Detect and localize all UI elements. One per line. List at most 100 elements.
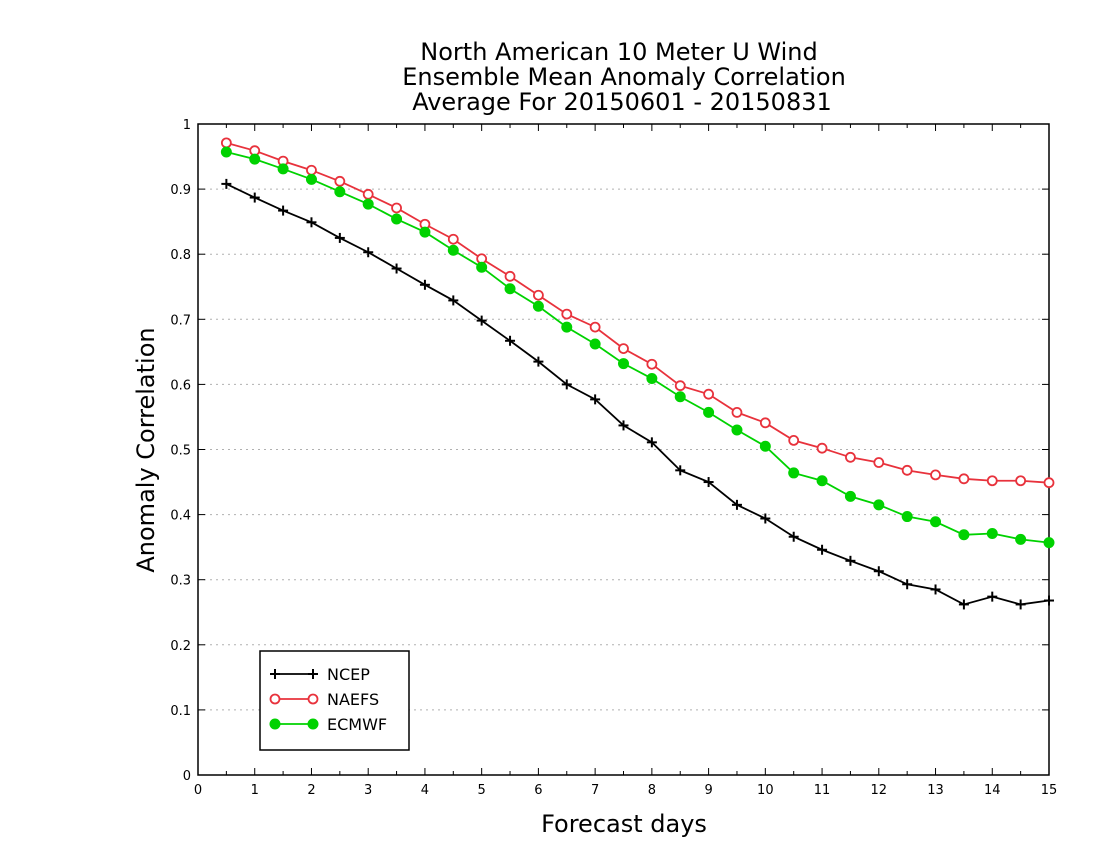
data-point-naefs [759, 417, 771, 429]
data-point-ecmwf [589, 338, 601, 350]
data-point-ecmwf [788, 467, 800, 479]
data-point-ncep [987, 591, 998, 602]
x-tick-label: 10 [757, 783, 774, 798]
data-point-ecmwf [476, 261, 488, 273]
data-point-naefs [986, 475, 998, 487]
data-point-ecmwf [391, 213, 403, 225]
data-point-ecmwf [901, 511, 913, 523]
data-point-ncep [1015, 599, 1026, 610]
data-point-ecmwf [220, 146, 232, 158]
data-point-ncep [958, 599, 969, 610]
data-point-naefs [930, 469, 941, 481]
x-tick-label: 2 [307, 783, 315, 798]
y-tick-label: 0.3 [170, 574, 191, 589]
legend-label-ncep: NCEP [327, 665, 370, 684]
chart-title-line-2: Ensemble Mean Anomaly Correlation [402, 63, 846, 91]
data-point-ncep [902, 579, 913, 590]
y-tick-label: 0 [183, 769, 191, 784]
data-point-naefs [958, 473, 970, 485]
data-point-ncep [561, 379, 572, 390]
data-point-ncep [618, 420, 629, 431]
data-point-ncep [788, 531, 799, 542]
data-point-naefs [1043, 477, 1055, 489]
data-point-ecmwf [618, 358, 629, 370]
x-tick-label: 5 [478, 783, 486, 798]
legend-label-ecmwf: ECMWF [327, 715, 387, 734]
x-axis-title: Forecast days [541, 810, 707, 838]
data-point-ncep [249, 192, 260, 203]
x-tick-label: 7 [591, 783, 599, 798]
data-point-naefs [873, 457, 885, 468]
data-point-ecmwf [873, 499, 885, 511]
data-point-naefs [703, 388, 714, 400]
data-point-ecmwf [930, 516, 942, 528]
series-naefs [220, 137, 1055, 489]
y-tick-label: 0.4 [170, 509, 191, 524]
data-point-naefs [674, 380, 686, 392]
data-point-ecmwf [986, 527, 998, 539]
data-point-ecmwf [759, 440, 771, 452]
data-point-ecmwf [844, 490, 856, 502]
data-point-ecmwf [1043, 537, 1055, 549]
data-point-ncep [590, 394, 601, 405]
x-tick-label: 3 [364, 783, 372, 798]
data-point-naefs [533, 289, 544, 301]
data-point-naefs [901, 464, 913, 476]
data-point-ecmwf [277, 163, 289, 175]
data-point-ncep [817, 544, 828, 555]
data-point-naefs [334, 175, 346, 187]
data-point-ecmwf [419, 226, 431, 238]
data-point-ncep [448, 295, 459, 306]
legend-box [259, 650, 410, 751]
data-point-ncep [845, 555, 856, 566]
x-tick-label: 6 [534, 783, 542, 798]
y-tick-label: 0.5 [170, 444, 191, 459]
y-tick-label: 0.9 [170, 183, 191, 198]
data-point-ecmwf [703, 406, 715, 418]
data-point-ncep [646, 437, 657, 448]
legend-marker-naefs [269, 693, 281, 705]
data-point-ncep [391, 263, 402, 274]
x-tick-label: 15 [1041, 783, 1058, 798]
gridlines [198, 188, 1049, 711]
x-tick-label: 14 [984, 783, 1001, 798]
data-point-naefs [1015, 475, 1027, 487]
chart-title: North American 10 Meter U Wind Ensemble … [402, 38, 846, 116]
chart-title-line-3: Average For 20150601 - 20150831 [412, 88, 832, 116]
data-point-naefs [589, 321, 601, 333]
data-point-naefs [788, 434, 800, 446]
data-point-ncep [703, 477, 714, 488]
data-point-naefs [447, 233, 459, 245]
series-line-ncep [225, 183, 1050, 606]
data-point-ncep [675, 465, 686, 476]
series-ecmwf [220, 146, 1055, 549]
data-point-ncep [760, 513, 771, 524]
data-point-naefs [731, 406, 743, 418]
data-point-naefs [220, 137, 232, 149]
data-point-ncep [930, 584, 941, 595]
data-point-ecmwf [816, 475, 828, 487]
data-point-ncep [278, 205, 289, 216]
x-tick-label: 11 [814, 783, 831, 798]
y-axis-ticks: 0 0.1 0.2 0.3 0.4 0.5 0.6 0.7 0.8 0.9 1 [170, 118, 1049, 784]
x-tick-label: 4 [421, 783, 429, 798]
data-point-ecmwf [1015, 533, 1027, 545]
series-ncep [221, 178, 1054, 610]
data-point-ecmwf [731, 424, 743, 436]
legend-marker-ncep [270, 669, 280, 679]
y-tick-label: 0.6 [170, 378, 191, 393]
x-tick-label: 9 [704, 783, 712, 798]
data-point-ecmwf [305, 173, 317, 185]
data-point-ncep [363, 247, 374, 258]
data-point-ecmwf [532, 300, 544, 312]
chart-title-line-1: North American 10 Meter U Wind [420, 38, 817, 66]
legend-marker-naefs [307, 693, 319, 705]
legend-marker-ecmwf [307, 718, 319, 730]
data-point-ecmwf [504, 283, 516, 295]
legend-marker-ecmwf [269, 718, 281, 730]
x-tick-label: 12 [871, 783, 888, 798]
data-point-ncep [334, 232, 345, 243]
data-point-ncep [533, 356, 544, 367]
data-point-naefs [646, 358, 658, 370]
